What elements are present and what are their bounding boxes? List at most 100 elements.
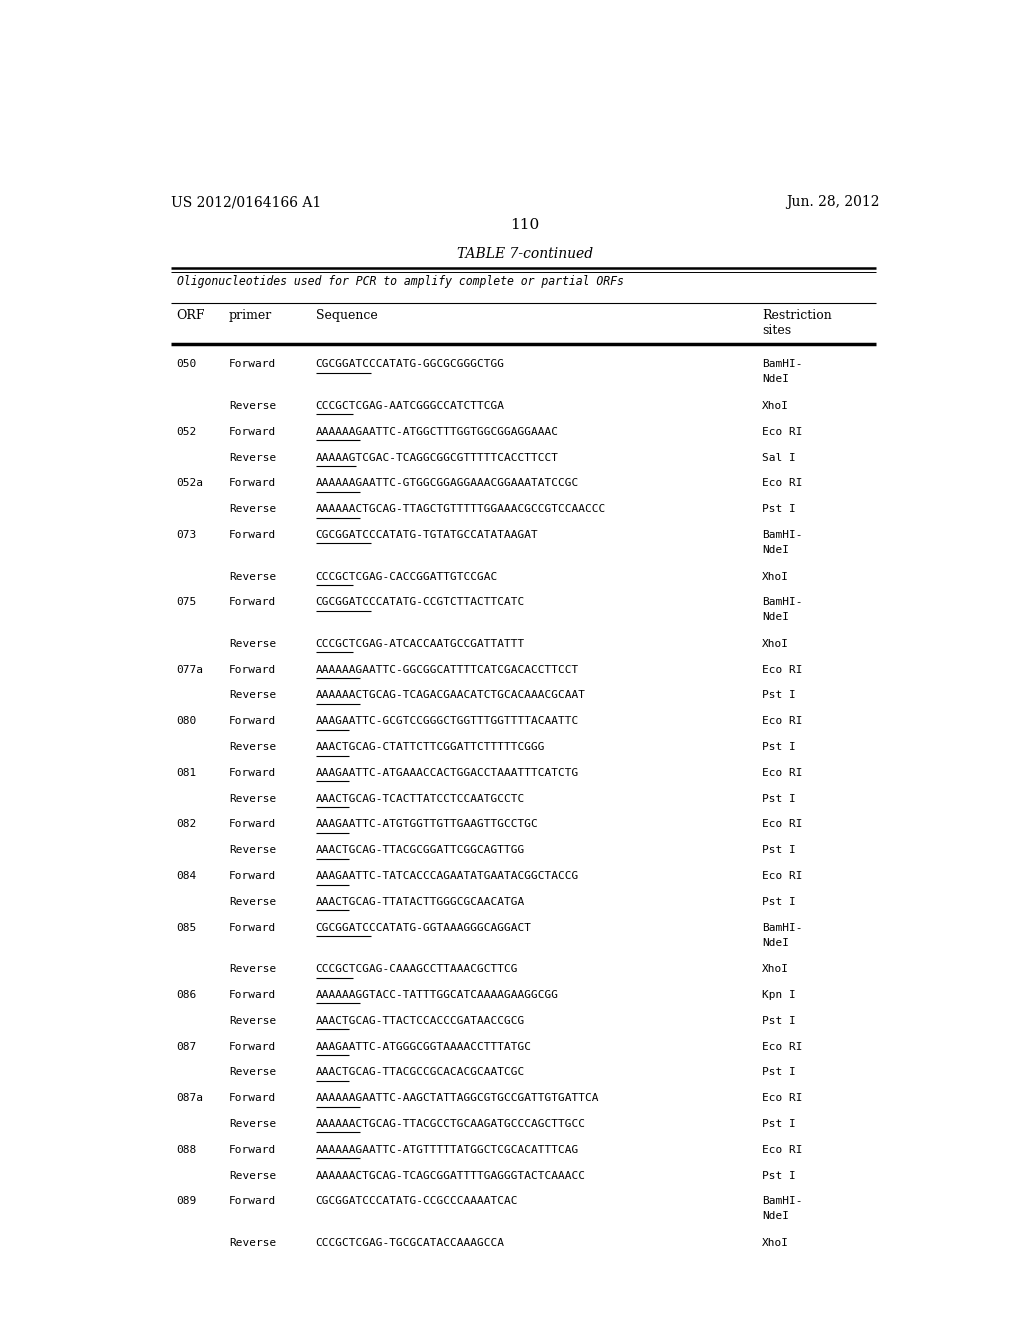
Text: CCCGCTCGAG-AATCGGGCCATCTTCGA: CCCGCTCGAG-AATCGGGCCATCTTCGA [315,401,505,411]
Text: BamHI-: BamHI- [762,359,803,370]
Text: NdeI: NdeI [762,375,788,384]
Text: CCCGCTCGAG-TGCGCATACCAAAGCCA: CCCGCTCGAG-TGCGCATACCAAAGCCA [315,1238,505,1247]
Text: Restriction: Restriction [762,309,831,322]
Text: AAAAAACTGCAG-TTACGCCTGCAAGATGCCCAGCTTGCC: AAAAAACTGCAG-TTACGCCTGCAAGATGCCCAGCTTGCC [315,1119,586,1129]
Text: 080: 080 [176,717,197,726]
Text: Forward: Forward [228,665,276,675]
Text: 050: 050 [176,359,197,370]
Text: NdeI: NdeI [762,937,788,948]
Text: 073: 073 [176,529,197,540]
Text: AAAAAACTGCAG-TCAGCGGATTTTGAGGGTACTCAAACC: AAAAAACTGCAG-TCAGCGGATTTTGAGGGTACTCAAACC [315,1171,586,1180]
Text: Eco RI: Eco RI [762,1093,803,1104]
Text: primer: primer [228,309,272,322]
Text: AAACTGCAG-TTACGCCGCACACGCAATCGC: AAACTGCAG-TTACGCCGCACACGCAATCGC [315,1068,524,1077]
Text: 052: 052 [176,426,197,437]
Text: AAAGAATTC-ATGAAACCACTGGACCTAAATTTCATCTG: AAAGAATTC-ATGAAACCACTGGACCTAAATTTCATCTG [315,768,579,777]
Text: Pst I: Pst I [762,1016,796,1026]
Text: Forward: Forward [228,1144,276,1155]
Text: sites: sites [762,323,792,337]
Text: CGCGGATCCCATATG-GGCGCGGGCTGG: CGCGGATCCCATATG-GGCGCGGGCTGG [315,359,505,370]
Text: CCCGCTCGAG-CAAAGCCTTAAACGCTTCG: CCCGCTCGAG-CAAAGCCTTAAACGCTTCG [315,964,518,974]
Text: NdeI: NdeI [762,545,788,554]
Text: Forward: Forward [228,871,276,880]
Text: Forward: Forward [228,529,276,540]
Text: BamHI-: BamHI- [762,1196,803,1206]
Text: Reverse: Reverse [228,401,276,411]
Text: Pst I: Pst I [762,845,796,855]
Text: NdeI: NdeI [762,612,788,622]
Text: CCCGCTCGAG-ATCACCAATGCCGATTATTT: CCCGCTCGAG-ATCACCAATGCCGATTATTT [315,639,524,649]
Text: BamHI-: BamHI- [762,923,803,933]
Text: TABLE 7-continued: TABLE 7-continued [457,247,593,261]
Text: 082: 082 [176,820,197,829]
Text: AAAAAACTGCAG-TCAGACGAACATCTGCACAAACGCAAT: AAAAAACTGCAG-TCAGACGAACATCTGCACAAACGCAAT [315,690,586,701]
Text: XhoI: XhoI [762,1238,788,1247]
Text: 085: 085 [176,923,197,933]
Text: US 2012/0164166 A1: US 2012/0164166 A1 [171,195,321,210]
Text: Pst I: Pst I [762,1068,796,1077]
Text: CGCGGATCCCATATG-TGTATGCCATATAAGAT: CGCGGATCCCATATG-TGTATGCCATATAAGAT [315,529,539,540]
Text: CGCGGATCCCATATG-CCGTCTTACTTCATC: CGCGGATCCCATATG-CCGTCTTACTTCATC [315,598,524,607]
Text: 089: 089 [176,1196,197,1206]
Text: Reverse: Reverse [228,1016,276,1026]
Text: 052a: 052a [176,478,203,488]
Text: Pst I: Pst I [762,1171,796,1180]
Text: Eco RI: Eco RI [762,665,803,675]
Text: NdeI: NdeI [762,1212,788,1221]
Text: Forward: Forward [228,990,276,1001]
Text: BamHI-: BamHI- [762,529,803,540]
Text: AAAGAATTC-ATGGGCGGTAAAACCTTTATGC: AAAGAATTC-ATGGGCGGTAAAACCTTTATGC [315,1041,531,1052]
Text: Pst I: Pst I [762,1119,796,1129]
Text: Reverse: Reverse [228,964,276,974]
Text: Forward: Forward [228,598,276,607]
Text: Reverse: Reverse [228,1238,276,1247]
Text: AAAAAGTCGAC-TCAGGCGGCGTTTTTCACCTTCCT: AAAAAGTCGAC-TCAGGCGGCGTTTTTCACCTTCCT [315,453,558,462]
Text: Reverse: Reverse [228,896,276,907]
Text: XhoI: XhoI [762,572,788,582]
Text: Reverse: Reverse [228,504,276,513]
Text: XhoI: XhoI [762,964,788,974]
Text: Reverse: Reverse [228,639,276,649]
Text: CGCGGATCCCATATG-GGTAAAGGGCAGGACT: CGCGGATCCCATATG-GGTAAAGGGCAGGACT [315,923,531,933]
Text: AAACTGCAG-TTACTCCACCCGATAACCGCG: AAACTGCAG-TTACTCCACCCGATAACCGCG [315,1016,524,1026]
Text: AAAAAAGGTACC-TATTTGGCATCAAAAGAAGGCGG: AAAAAAGGTACC-TATTTGGCATCAAAAGAAGGCGG [315,990,558,1001]
Text: Forward: Forward [228,1041,276,1052]
Text: Forward: Forward [228,478,276,488]
Text: 075: 075 [176,598,197,607]
Text: AAAGAATTC-GCGTCCGGGCTGGTTTGGTTTTACAATTC: AAAGAATTC-GCGTCCGGGCTGGTTTGGTTTTACAATTC [315,717,579,726]
Text: Reverse: Reverse [228,690,276,701]
Text: AAACTGCAG-TTATACTTGGGCGCAACATGA: AAACTGCAG-TTATACTTGGGCGCAACATGA [315,896,524,907]
Text: Reverse: Reverse [228,793,276,804]
Text: 088: 088 [176,1144,197,1155]
Text: Eco RI: Eco RI [762,1144,803,1155]
Text: Forward: Forward [228,426,276,437]
Text: 087a: 087a [176,1093,203,1104]
Text: AAACTGCAG-TCACTTATCCTCCAATGCCTC: AAACTGCAG-TCACTTATCCTCCAATGCCTC [315,793,524,804]
Text: Reverse: Reverse [228,453,276,462]
Text: Forward: Forward [228,923,276,933]
Text: 084: 084 [176,871,197,880]
Text: 110: 110 [510,219,540,232]
Text: AAAGAATTC-TATCACCCAGAATATGAATACGGCTACCG: AAAGAATTC-TATCACCCAGAATATGAATACGGCTACCG [315,871,579,880]
Text: AAAAAAGAATTC-GGCGGCATTTTCATCGACACCTTCCT: AAAAAAGAATTC-GGCGGCATTTTCATCGACACCTTCCT [315,665,579,675]
Text: Eco RI: Eco RI [762,1041,803,1052]
Text: 087: 087 [176,1041,197,1052]
Text: AAAGAATTC-ATGTGGTTGTTGAAGTTGCCTGC: AAAGAATTC-ATGTGGTTGTTGAAGTTGCCTGC [315,820,539,829]
Text: BamHI-: BamHI- [762,598,803,607]
Text: 086: 086 [176,990,197,1001]
Text: XhoI: XhoI [762,401,788,411]
Text: Eco RI: Eco RI [762,426,803,437]
Text: AAAAAACTGCAG-TTAGCTGTTTTTGGAAACGCCGTCCAACCC: AAAAAACTGCAG-TTAGCTGTTTTTGGAAACGCCGTCCAA… [315,504,606,513]
Text: Forward: Forward [228,1093,276,1104]
Text: AAACTGCAG-CTATTCTTCGGATTCTTTTTCGGG: AAACTGCAG-CTATTCTTCGGATTCTTTTTCGGG [315,742,545,752]
Text: ORF: ORF [176,309,205,322]
Text: Forward: Forward [228,359,276,370]
Text: Forward: Forward [228,717,276,726]
Text: AAAAAAGAATTC-ATGTTTTTATGGCTCGCACATTTCAG: AAAAAAGAATTC-ATGTTTTTATGGCTCGCACATTTCAG [315,1144,579,1155]
Text: XhoI: XhoI [762,639,788,649]
Text: Pst I: Pst I [762,504,796,513]
Text: Reverse: Reverse [228,572,276,582]
Text: 081: 081 [176,768,197,777]
Text: AAAAAAGAATTC-GTGGCGGAGGAAACGGAAATATCCGC: AAAAAAGAATTC-GTGGCGGAGGAAACGGAAATATCCGC [315,478,579,488]
Text: Eco RI: Eco RI [762,820,803,829]
